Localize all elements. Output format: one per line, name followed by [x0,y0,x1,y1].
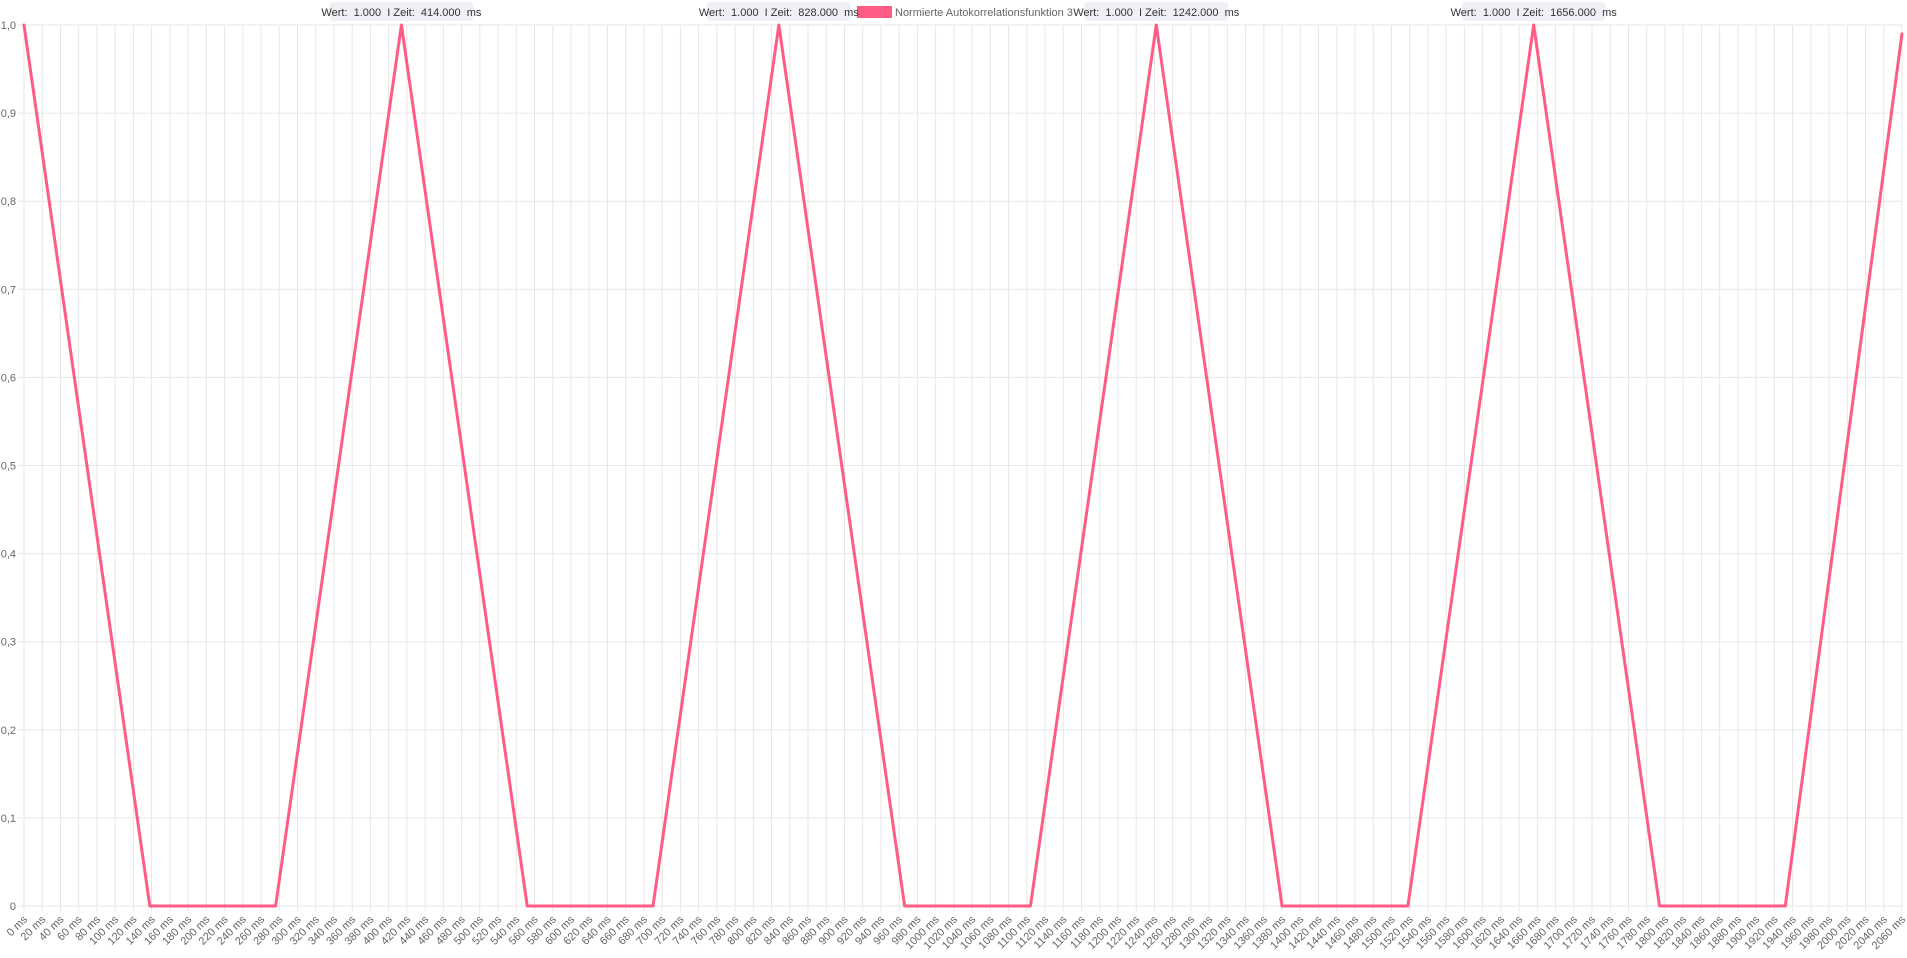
y-tick-label: 0,9 [1,108,16,120]
peak-annotation: Wert: 1.000 I Zeit: 828.000 ms [699,2,859,21]
series-layer [22,23,1904,908]
y-tick-label: 0 [10,901,16,913]
y-tick-label: 0,3 [1,637,16,649]
y-tick-label: 0,2 [1,725,16,737]
annotation-text: Wert: 1.000 I Zeit: 1656.000 ms [1451,7,1618,19]
y-tick-label: 1,0 [1,20,16,32]
annotation-text: Wert: 1.000 I Zeit: 414.000 ms [321,7,481,19]
legend-label[interactable]: Normierte Autokorrelationsfunktion 3 [895,7,1073,19]
annotation-text: Wert: 1.000 I Zeit: 1242.000 ms [1073,7,1240,19]
annotation-background [706,2,851,21]
annotation-background [1084,2,1229,21]
peak-annotation: Wert: 1.000 I Zeit: 414.000 ms [321,2,482,21]
series-line[interactable] [22,23,1904,908]
y-tick-label: 0,1 [1,813,16,825]
y-tick-label: 0,7 [1,284,16,296]
legend[interactable]: Normierte Autokorrelationsfunktion 3 [857,6,1073,19]
grid-layer [18,24,1903,911]
y-tick-label: 0,5 [1,461,16,473]
peak-annotation: Wert: 1.000 I Zeit: 1242.000 ms [1073,2,1240,21]
peak-annotation: Wert: 1.000 I Zeit: 1656.000 ms [1451,2,1618,21]
annotation-background [1461,2,1606,21]
annotation-background [329,2,474,21]
legend-swatch[interactable] [857,6,892,18]
annotation-text: Wert: 1.000 I Zeit: 828.000 ms [699,7,859,19]
annotation-layer: Wert: 1.000 I Zeit: 414.000 ms Wert: 1.00… [321,2,1617,21]
y-tick-label: 0,8 [1,196,16,208]
y-tick-label: 0,4 [1,549,16,561]
y-tick-label: 0,6 [1,372,16,384]
